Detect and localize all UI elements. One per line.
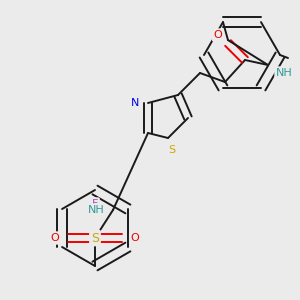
Text: S: S <box>168 145 175 155</box>
Text: NH: NH <box>276 68 293 78</box>
Text: O: O <box>214 30 222 40</box>
Text: S: S <box>91 232 99 244</box>
Text: NH: NH <box>88 205 105 215</box>
Text: F: F <box>92 199 98 209</box>
Text: O: O <box>130 233 140 243</box>
Text: O: O <box>51 233 59 243</box>
Text: N: N <box>131 98 139 108</box>
